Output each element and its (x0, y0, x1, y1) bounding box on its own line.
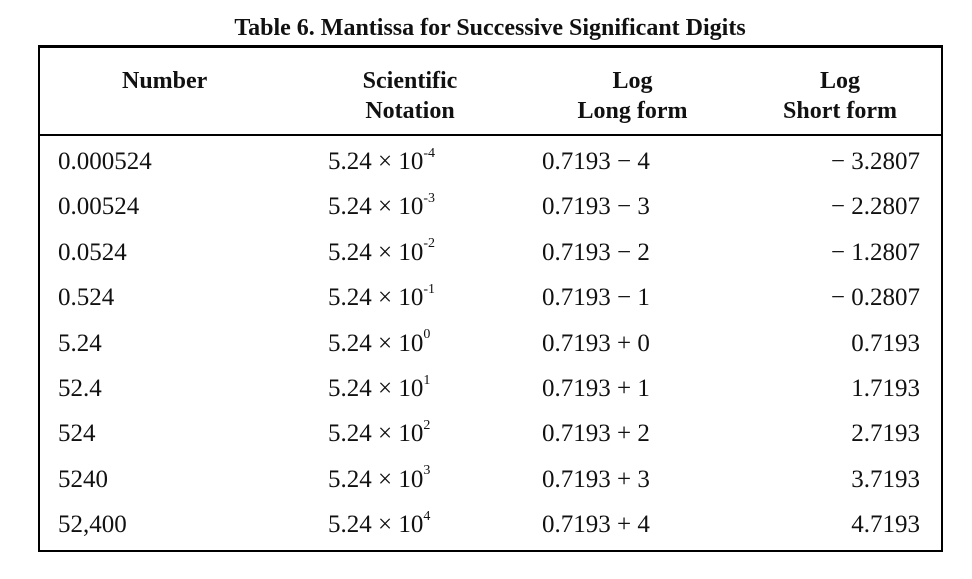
table-row: 0.0524 5.24 × 10-2 0.7193 − 2 − 1.2807 (0, 233, 972, 278)
scientific-notation-cell: 5.24 × 100 (328, 324, 430, 364)
log-short-form-cell: 4.7193 (851, 511, 920, 539)
header-scientific-line-1: Scientific (362, 68, 458, 94)
scientific-exponent: 0 (423, 327, 431, 343)
header-log-short-line-1: Log (819, 68, 860, 94)
number-cell: 0.0524 (58, 238, 127, 266)
scientific-base: 5.24 × 10 (328, 374, 424, 402)
number-cell: 52,400 (58, 511, 127, 539)
table-row: 5240 5.24 × 103 0.7193 + 3 3.7193 (0, 460, 972, 505)
header-log-long-line-1: Log (612, 68, 653, 94)
table-row: 52.4 5.24 × 101 0.7193 + 1 1.7193 (0, 369, 972, 414)
scientific-notation-cell: 5.24 × 10-1 (328, 278, 435, 318)
scientific-exponent: -4 (423, 145, 436, 161)
number-cell: 52.4 (58, 374, 102, 402)
table-row: 52,400 5.24 × 104 0.7193 + 4 4.7193 (0, 505, 972, 550)
header-log-short-form: Log Short form (760, 66, 920, 126)
log-long-form-cell: 0.7193 + 0 (542, 329, 650, 357)
number-cell: 0.000524 (58, 148, 152, 175)
number-cell: 0.00524 (58, 193, 140, 221)
table-caption: Table 6. Mantissa for Successive Signifi… (234, 15, 746, 41)
number-cell: 5.24 (58, 329, 102, 357)
table-row: 0.524 5.24 × 10-1 0.7193 − 1 − 0.2807 (0, 278, 972, 323)
header-number: Number (122, 66, 232, 96)
scientific-exponent: 2 (423, 418, 431, 434)
header-scientific-line-2: Notation (365, 98, 455, 124)
header-log-long-line-2: Long form (577, 98, 688, 124)
scientific-exponent: 3 (423, 463, 431, 479)
scientific-notation-cell: 5.24 × 102 (328, 414, 430, 454)
number-cell: 0.524 (58, 284, 115, 312)
header-scientific-notation: Scientific Notation (340, 66, 480, 126)
header-log-long-form: Log Long form (560, 66, 705, 126)
number-cell: 5240 (58, 465, 108, 493)
scientific-base: 5.24 × 10 (328, 329, 424, 357)
log-long-form-cell: 0.7193 + 3 (542, 465, 650, 493)
log-short-form-cell: − 2.2807 (830, 193, 920, 221)
log-long-form-cell: 0.7193 − 2 (542, 238, 650, 266)
scientific-base: 5.24 × 10 (328, 193, 424, 221)
table-row: 524 5.24 × 102 0.7193 + 2 2.7193 (0, 414, 972, 459)
scientific-base: 5.24 × 10 (328, 238, 424, 266)
table-frame (38, 45, 943, 552)
log-short-form-cell: − 0.2807 (830, 284, 920, 312)
scientific-exponent: 1 (423, 372, 431, 388)
scientific-notation-cell: 5.24 × 10-4 (328, 142, 435, 182)
table-row: 0.00524 5.24 × 10-3 0.7193 − 3 − 2.2807 (0, 187, 972, 232)
scientific-notation-cell: 5.24 × 104 (328, 505, 430, 545)
log-short-form-cell: 3.7193 (851, 465, 920, 493)
log-long-form-cell: 0.7193 + 2 (542, 420, 650, 448)
table-row: 5.24 5.24 × 100 0.7193 + 0 0.7193 (0, 324, 972, 369)
scientific-notation-cell: 5.24 × 10-2 (328, 233, 435, 273)
scientific-exponent: -2 (423, 236, 436, 252)
log-short-form-cell: − 3.2807 (830, 148, 920, 175)
log-short-form-cell: − 1.2807 (830, 238, 920, 266)
log-long-form-cell: 0.7193 − 4 (542, 148, 650, 175)
scientific-exponent: -1 (423, 281, 436, 297)
log-short-form-cell: 1.7193 (851, 374, 920, 402)
header-log-short-line-2: Short form (783, 98, 897, 124)
log-short-form-cell: 0.7193 (851, 329, 920, 357)
scientific-notation-cell: 5.24 × 101 (328, 369, 430, 409)
scientific-base: 5.24 × 10 (328, 465, 424, 493)
table-row: 0.000524 5.24 × 10-4 0.7193 − 4 − 3.2807 (0, 142, 972, 187)
log-long-form-cell: 0.7193 + 4 (542, 511, 650, 539)
scientific-exponent: 4 (423, 508, 431, 524)
header-number-line-1: Number (122, 68, 208, 94)
scientific-base: 5.24 × 10 (328, 148, 424, 175)
table-body: 0.000524 5.24 × 10-4 0.7193 − 4 − 3.2807… (0, 142, 972, 551)
header-divider (38, 134, 943, 136)
log-short-form-cell: 2.7193 (851, 420, 920, 448)
scientific-base: 5.24 × 10 (328, 284, 424, 312)
log-long-form-cell: 0.7193 − 1 (542, 284, 650, 312)
log-long-form-cell: 0.7193 + 1 (542, 374, 650, 402)
log-long-form-cell: 0.7193 − 3 (542, 193, 650, 221)
scientific-exponent: -3 (423, 191, 436, 207)
number-cell: 524 (58, 420, 96, 448)
scientific-base: 5.24 × 10 (328, 511, 424, 539)
scientific-base: 5.24 × 10 (328, 420, 424, 448)
scientific-notation-cell: 5.24 × 10-3 (328, 187, 435, 227)
scientific-notation-cell: 5.24 × 103 (328, 460, 430, 500)
